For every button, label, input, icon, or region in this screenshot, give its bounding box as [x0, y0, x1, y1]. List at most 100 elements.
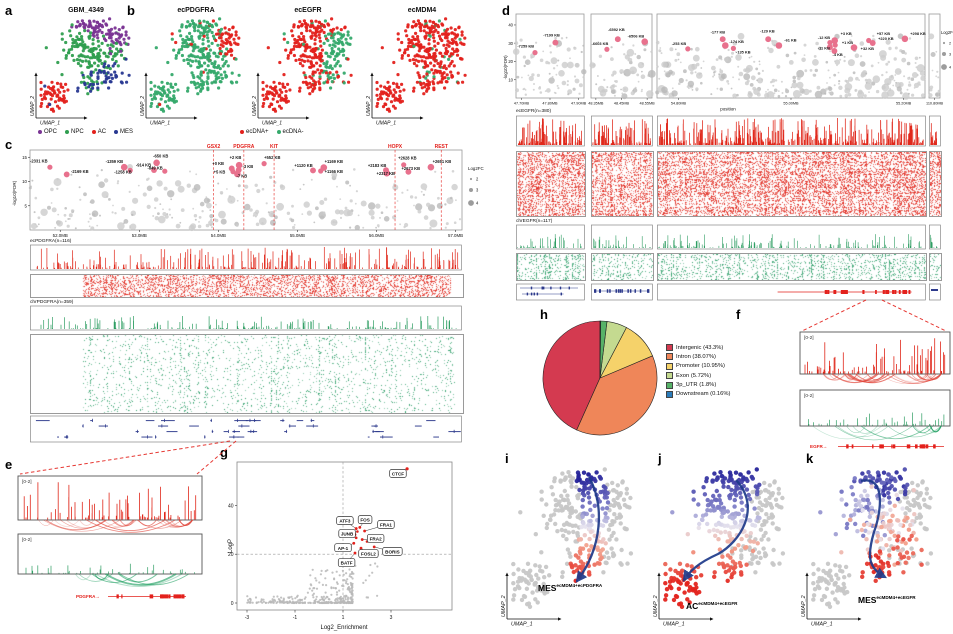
scatter-point [344, 206, 348, 210]
highlight-point [641, 38, 648, 45]
scatter-point [272, 599, 275, 602]
scatter-point [137, 184, 140, 187]
scatter-point [338, 574, 341, 577]
umap-point [436, 61, 440, 66]
umap-point [114, 41, 118, 45]
point-label: -6506 KB [628, 34, 645, 39]
umap-point [166, 60, 170, 65]
umap-point [180, 23, 184, 27]
scatter-point [914, 56, 919, 61]
scatter-point [117, 180, 120, 183]
umap-point [326, 54, 330, 58]
umap-point [202, 26, 206, 30]
highlight-point [153, 159, 160, 167]
umap-a-title: GBM_4349 [68, 7, 104, 14]
point-label: +220 KB [878, 36, 894, 41]
scatter-point [215, 203, 217, 206]
umap-point [772, 480, 777, 485]
scatter-point [219, 191, 224, 195]
umap-point [424, 34, 428, 38]
point-label: +1169 KB [325, 159, 343, 164]
scatter-point [854, 89, 857, 92]
scatter-point [98, 181, 105, 188]
scatter-point [514, 41, 519, 45]
umap-point [578, 537, 583, 542]
umap-point [306, 59, 310, 63]
scatter-point [116, 182, 119, 185]
size-legend-dot [942, 41, 946, 45]
umap-point [553, 521, 558, 527]
umap-b2-title: ecEGFR [294, 7, 322, 14]
scatter-point [801, 57, 806, 63]
interaction-arc [846, 425, 866, 434]
umap-point [415, 80, 419, 84]
umap-point [757, 515, 762, 521]
scatter-point [632, 44, 635, 47]
umap-point [416, 71, 420, 75]
scatter-point [331, 571, 334, 574]
scatter-point [368, 202, 376, 210]
umap-point [889, 475, 894, 480]
scatter-point [350, 572, 353, 575]
umap-point [92, 34, 96, 38]
gene-model [288, 425, 296, 427]
umap-point [721, 510, 727, 515]
umap-point [119, 49, 123, 53]
scatter-point [129, 223, 137, 230]
umap-point [583, 486, 589, 491]
scatter-point [88, 225, 91, 228]
tf-point [360, 538, 364, 541]
scatter-point [350, 575, 353, 579]
umap-point [712, 570, 717, 575]
scatter-point [374, 562, 377, 565]
scatter-point [597, 41, 600, 44]
umap-point [450, 38, 454, 42]
umap-point [621, 497, 627, 502]
umap-point [104, 32, 109, 36]
umap-point [812, 587, 818, 592]
scatter-point [269, 175, 273, 179]
scatter-point [272, 601, 275, 604]
umap-point [895, 496, 901, 502]
umap-point [735, 486, 741, 491]
umap-point [187, 24, 192, 28]
gene-model [238, 425, 250, 427]
umap-point [341, 49, 345, 53]
umap-point [275, 100, 280, 104]
umap-point [398, 89, 402, 93]
y-tick-label: 0 [231, 601, 234, 607]
x-tick-label: -1 [293, 615, 298, 621]
umap-point [543, 564, 549, 570]
umap-point [110, 33, 114, 37]
umap-point [125, 80, 129, 84]
scatter-point [309, 583, 312, 586]
tf-point [354, 527, 358, 530]
umap-point [280, 90, 284, 94]
scatter-point [771, 78, 776, 83]
umap-point [691, 497, 696, 502]
scatter-point [364, 579, 367, 582]
umap-point [219, 73, 223, 77]
scatter-point [929, 88, 933, 92]
umap-point [696, 525, 701, 531]
scatter-point [624, 54, 630, 60]
umap-point [150, 97, 154, 101]
umap-point [102, 71, 106, 75]
egfr-gene-exon [882, 290, 885, 294]
umap-point [717, 493, 722, 498]
scatter-point [332, 220, 335, 224]
umap-point [109, 43, 113, 47]
scatter-point [636, 54, 641, 60]
umap-point [39, 93, 43, 97]
scatter-point [826, 82, 828, 84]
scatter-point [210, 223, 213, 226]
umap-point [88, 34, 92, 38]
umap-point [739, 479, 744, 485]
umap-point [693, 513, 698, 518]
scatter-point [343, 595, 346, 598]
scatter-point [56, 187, 59, 190]
umap-point [315, 30, 320, 34]
scatter-point [74, 227, 77, 230]
highlight-point [310, 167, 316, 174]
umap-point [437, 19, 441, 23]
